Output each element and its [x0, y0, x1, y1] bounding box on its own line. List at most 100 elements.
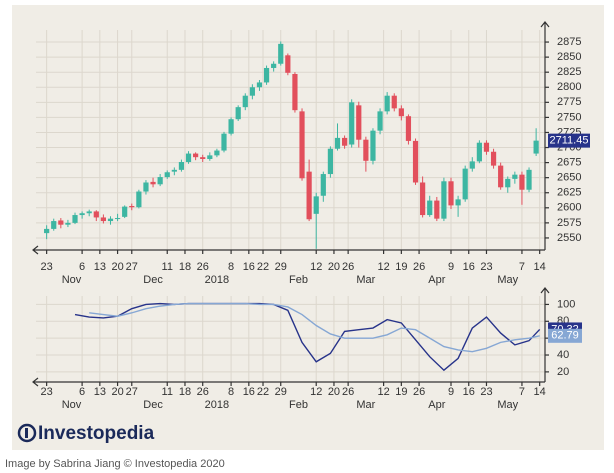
candle-body	[271, 63, 277, 68]
x-tick-label: 18	[179, 386, 191, 398]
last-value-box	[548, 328, 582, 343]
candle-body	[306, 171, 312, 220]
candle-body	[327, 148, 334, 175]
x-tick-label: 16	[243, 261, 255, 273]
x-tick-label: 18	[179, 261, 191, 273]
y-tick-label: 2875	[557, 36, 581, 48]
brand-logo: Investopedia	[17, 423, 155, 444]
candle-body	[285, 55, 291, 73]
y-tick-label: 2650	[557, 172, 581, 184]
x-tick-label: 26	[413, 386, 425, 398]
candle-body	[356, 105, 362, 140]
candle-body	[427, 200, 433, 216]
y-axis	[540, 287, 550, 382]
candle-body	[398, 108, 404, 117]
candle-body	[391, 95, 397, 109]
candle-body	[505, 178, 511, 188]
x-tick-label: 26	[197, 386, 209, 398]
x-tick-label: 27	[126, 261, 138, 273]
x-tick-label: 16	[463, 386, 475, 398]
month-label: Feb	[289, 274, 308, 286]
month-label: 2018	[205, 274, 229, 286]
x-tick-label: 22	[257, 386, 269, 398]
last-price-label: 2711.45	[550, 135, 589, 147]
x-tick-label: 13	[94, 261, 106, 273]
candle-body	[129, 206, 135, 208]
x-tick-label: 12	[310, 261, 322, 273]
candle-body	[207, 155, 213, 159]
x-tick-label: 11	[162, 386, 173, 398]
candle-body	[455, 199, 461, 206]
candle-body	[107, 218, 114, 222]
candle-body	[349, 102, 355, 145]
y-tick-label: 2550	[557, 232, 581, 244]
x-tick-label: 9	[448, 386, 454, 398]
x-tick-label: 12	[377, 261, 389, 273]
x-tick-label: 14	[534, 386, 546, 398]
y-axis	[540, 21, 550, 250]
month-label: Nov	[62, 399, 82, 411]
x-tick-label: 27	[126, 386, 138, 398]
x-axis	[32, 377, 545, 387]
candle-body	[441, 181, 447, 219]
x-tick-label: 26	[342, 386, 354, 398]
x-tick-label: 19	[395, 386, 407, 398]
x-tick-label: 20	[328, 386, 340, 398]
x-tick-label: 29	[275, 386, 287, 398]
x-tick-label: 8	[228, 386, 234, 398]
x-tick-label: 26	[342, 261, 354, 273]
x-tick-label: 20	[111, 261, 123, 273]
x-tick-label: 9	[448, 261, 454, 273]
y-tick-label: 2600	[557, 202, 581, 214]
candle-body	[58, 220, 64, 225]
candle-body	[533, 140, 539, 154]
candle-body	[86, 211, 92, 214]
x-tick-label: 7	[519, 386, 525, 398]
candle-body	[341, 137, 348, 146]
candle-body	[377, 111, 383, 131]
x-tick-label: 11	[162, 261, 173, 273]
candle-body	[136, 191, 142, 208]
month-label: May	[497, 399, 518, 411]
candle-body	[384, 95, 390, 112]
x-tick-label: 26	[413, 261, 425, 273]
x-tick-label: 16	[243, 386, 255, 398]
candle-body	[490, 151, 497, 166]
candle-body	[122, 206, 128, 217]
y-tick-label: 2575	[557, 217, 581, 229]
candle-body	[157, 177, 163, 185]
candle-body	[263, 67, 270, 83]
candle-body	[143, 182, 149, 192]
candle-body	[235, 107, 241, 120]
candle-body	[72, 215, 78, 223]
candle-body	[51, 221, 57, 229]
candle-body	[114, 218, 121, 220]
series-line	[74, 302, 541, 372]
month-label: Apr	[428, 274, 445, 286]
candle-body	[228, 119, 234, 134]
candle-body	[334, 137, 341, 149]
x-tick-label: 6	[79, 386, 85, 398]
logo-icon-bar	[25, 428, 28, 438]
candle-body	[185, 153, 192, 162]
candle-body	[171, 169, 177, 172]
candle-body	[242, 95, 248, 108]
candle-body	[221, 133, 227, 151]
x-tick-label: 22	[257, 261, 269, 273]
candle-body	[292, 74, 298, 111]
y-tick-label: 2675	[557, 157, 581, 169]
logo-icon	[17, 423, 37, 443]
candle-body	[512, 174, 518, 179]
x-tick-label: 14	[534, 261, 546, 273]
y-tick-label: 2800	[557, 81, 581, 93]
candle-body	[100, 217, 106, 222]
candle-body	[412, 140, 419, 183]
candle-body	[476, 142, 482, 162]
last-price-box	[548, 133, 590, 148]
x-tick-label: 29	[275, 261, 287, 273]
y-tick-label: 2750	[557, 111, 581, 123]
x-tick-label: 12	[377, 386, 389, 398]
y-tick-label: 40	[557, 349, 569, 361]
candle-body	[519, 174, 525, 190]
